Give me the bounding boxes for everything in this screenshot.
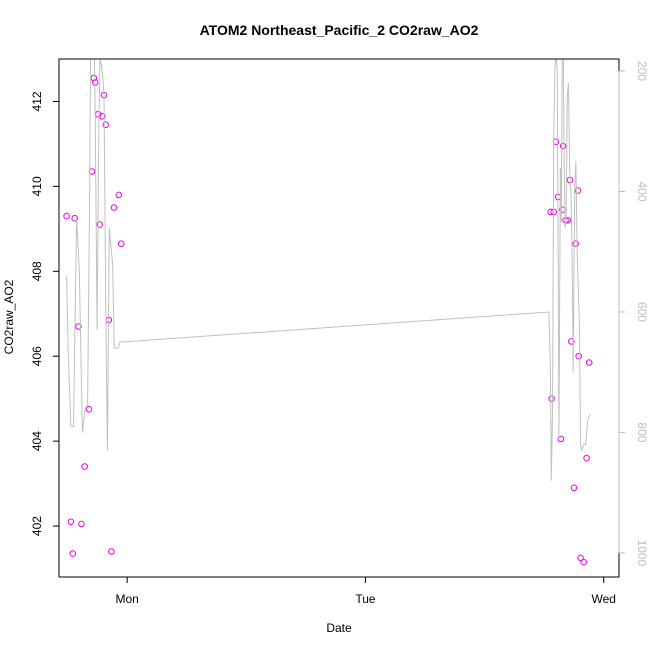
y2-tick-label: 800: [635, 422, 649, 442]
y-tick-label: 408: [30, 261, 44, 281]
y-axis-right: 200 400 600 800 1000: [618, 61, 649, 567]
plot-frame: [58, 58, 620, 578]
x-axis: Mon Tue Wed: [115, 576, 616, 606]
data-point: [115, 191, 123, 199]
data-point: [572, 240, 579, 247]
y-tick-label: 404: [30, 431, 44, 451]
data-point: [580, 558, 588, 566]
data-point: [67, 518, 75, 526]
data-point: [99, 113, 106, 120]
data-point: [75, 323, 82, 330]
x-axis-title: Date: [326, 621, 352, 635]
data-point: [574, 187, 582, 194]
x-tick-label: Mon: [115, 592, 138, 606]
data-point: [559, 142, 567, 150]
data-point: [557, 435, 565, 443]
data-point: [69, 550, 77, 557]
data-point: [570, 484, 578, 492]
data-point: [548, 395, 555, 403]
plot-series: [63, 59, 593, 566]
data-point: [78, 520, 85, 528]
data-point: [90, 74, 98, 82]
y2-tick-label: 600: [635, 302, 649, 322]
data-point: [96, 221, 103, 228]
y-axis-title: CO2raw_AO2: [2, 279, 16, 354]
y-tick-label: 402: [30, 516, 44, 536]
series-line: [66, 59, 591, 481]
data-point: [85, 406, 93, 413]
y-tick-label: 412: [30, 91, 44, 111]
data-point: [71, 214, 78, 222]
y-tick-label: 410: [30, 176, 44, 196]
chart-title: ATOM2 Northeast_Pacific_2 CO2raw_AO2: [200, 22, 479, 38]
data-point: [63, 212, 70, 220]
data-point: [81, 463, 88, 470]
y2-tick-label: 200: [635, 61, 649, 81]
x-tick-label: Tue: [355, 592, 376, 606]
data-point: [568, 338, 575, 345]
data-point: [575, 352, 583, 360]
x-tick-label: Wed: [592, 592, 616, 606]
data-point: [102, 121, 109, 129]
y2-tick-label: 400: [635, 181, 649, 201]
data-point: [117, 240, 125, 247]
data-point: [108, 548, 115, 555]
data-point: [110, 204, 118, 211]
y-tick-label: 406: [30, 346, 44, 366]
data-point: [577, 554, 584, 562]
y2-tick-label: 1000: [635, 540, 649, 567]
data-point: [585, 359, 593, 366]
data-point: [583, 454, 590, 462]
y-axis-left: 402 404 406 408 410 412: [30, 91, 59, 536]
